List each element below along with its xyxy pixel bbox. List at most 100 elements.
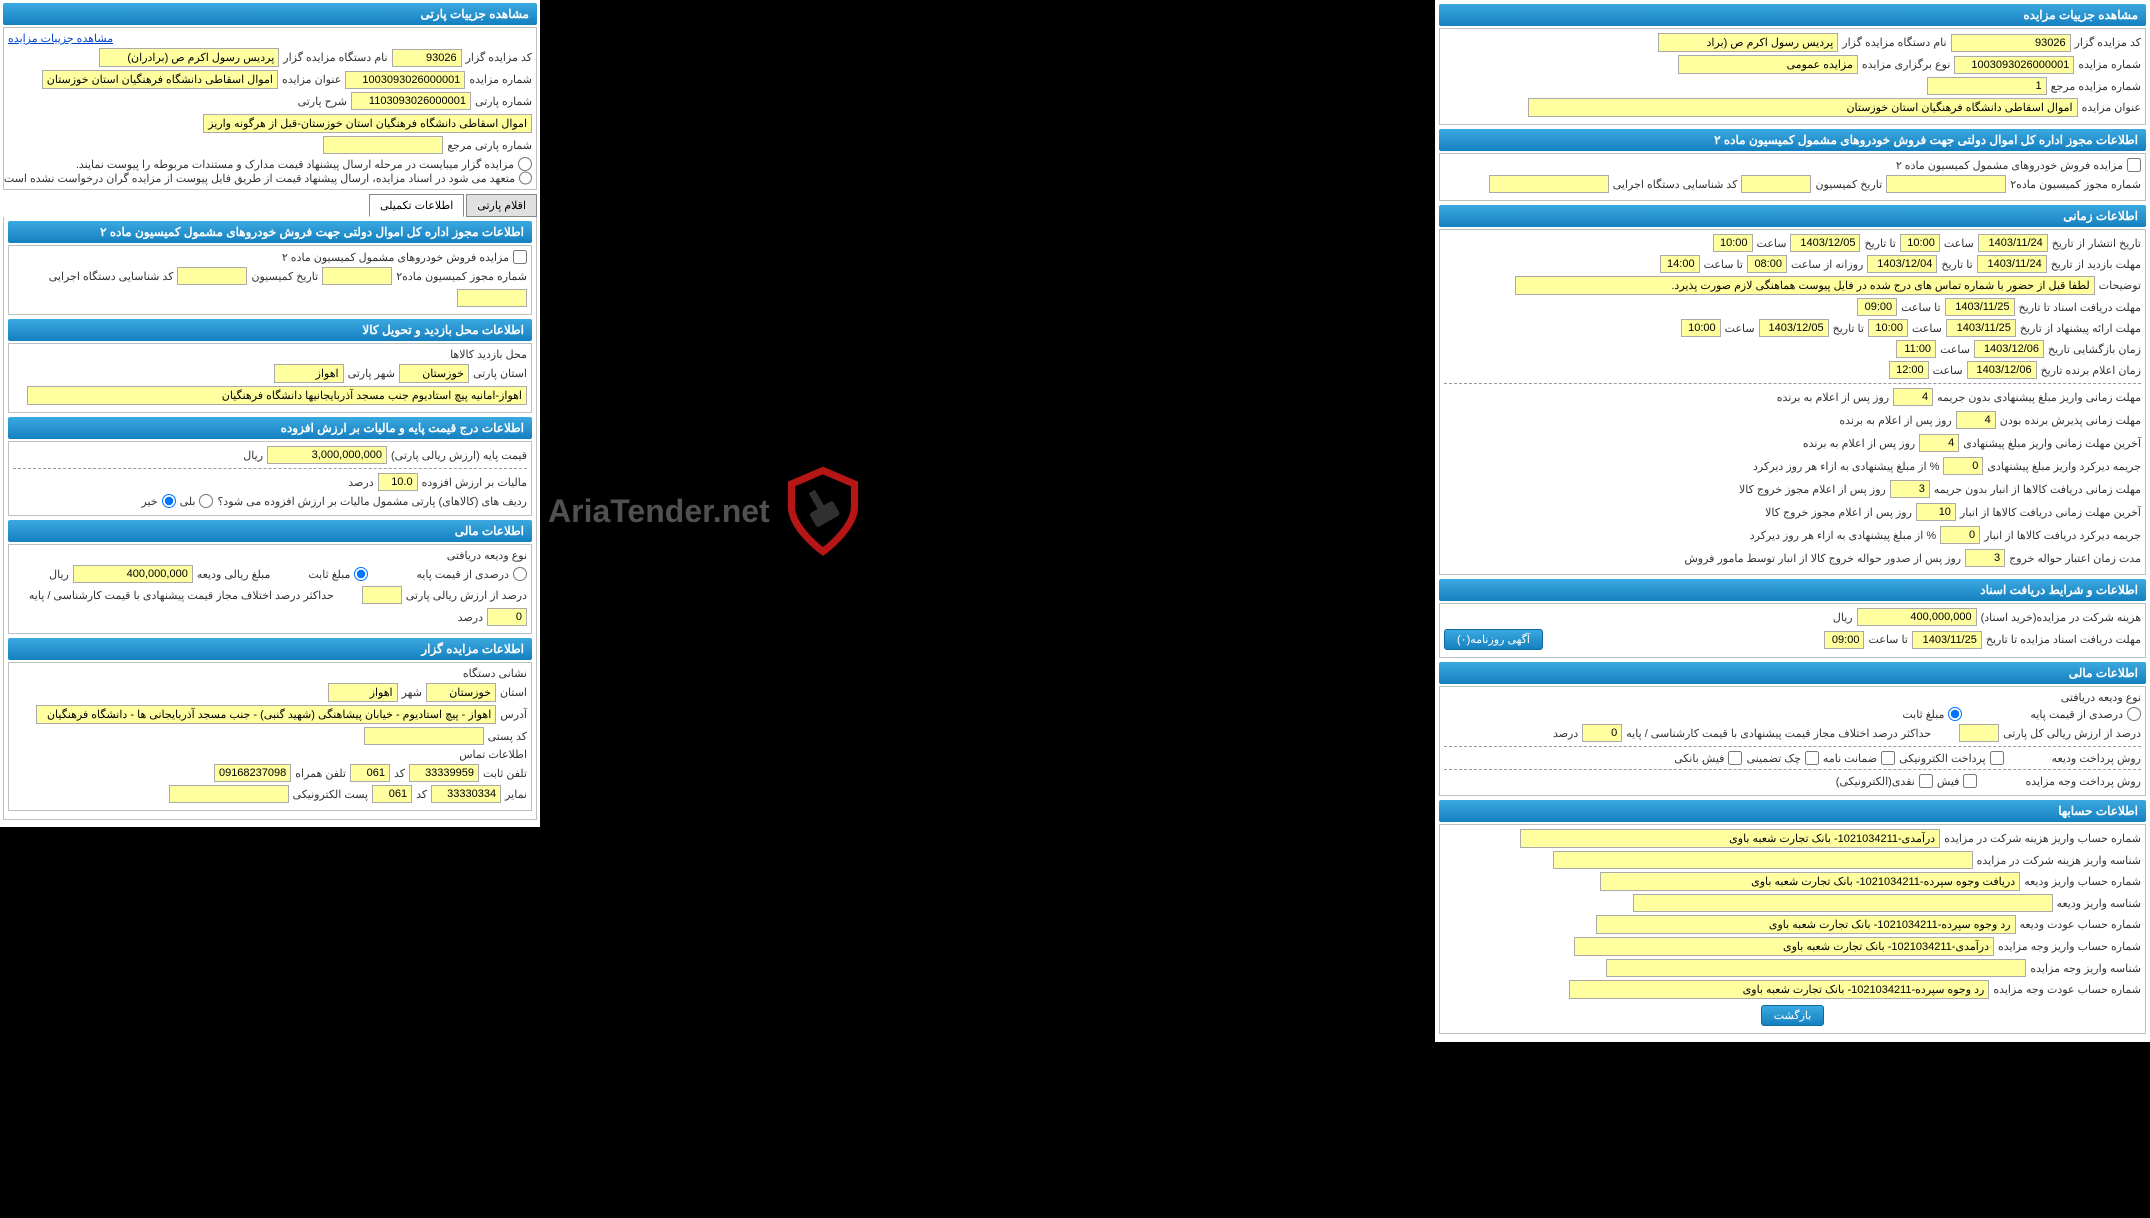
lbl-to-hour: تا ساعت [1704,258,1743,271]
lbl-org-addr: نشانی دستگاه [463,667,527,680]
lbl-rial2: ریال [49,568,69,581]
suf7: % از مبلغ پیشنهادی به ازاء هر روز دیرکرد [1750,529,1936,542]
val-pct-parti-r [1959,724,1999,742]
val-offer-h: 10:00 [1868,319,1908,337]
v-pay: 4 [1893,388,1933,406]
lbl-fixed-r: مبلغ ثابت [1902,708,1944,721]
lbl-cp-l: شماره مجوز کمیسیون ماده۲ [396,270,527,283]
v-num: 1003093026000001 [345,71,465,89]
btn-back[interactable]: بازگشت [1761,1005,1825,1026]
rad-yes[interactable] [199,494,213,508]
v-city: اهواز [274,364,344,383]
val-open-h: 11:00 [1896,340,1936,358]
rad-pct-base-r[interactable] [2127,707,2141,721]
v-prov2: خوزستان [426,683,496,702]
chk-cashe[interactable] [1919,774,1933,788]
box-gov-l: مزایده فروش خودروهای مشمول کمیسیون ماده … [8,245,532,315]
lbl-auction-type: نوع برگزاری مزایده [1862,58,1950,71]
chk-bankslip[interactable] [1728,751,1742,765]
link-view-auction[interactable]: مشاهده جزییات مزایده [8,32,113,45]
tab-bar: اقلام پارتی اطلاعات تکمیلی [3,194,537,217]
rad-note2[interactable] [519,171,532,185]
hdr-doc: اطلاعات و شرایط دریافت اسناد [1439,579,2146,601]
tab-extra-info[interactable]: اطلاعات تکمیلی [369,194,464,217]
lbl-rial-l: ریال [243,449,263,462]
parti-details-panel: مشاهده جزییات پارتی مشاهده جزییات مزایده… [0,0,540,827]
val-auction-type: مزایده عمومی [1678,55,1858,74]
lbl-dep-amt: مبلغ ریالی ودیعه [197,568,271,581]
hdr-parti: مشاهده جزییات پارتی [3,3,537,25]
box-money-l: نوع ودیعه دریافتی درصدی از قیمت پایه مبل… [8,544,532,634]
lbl-fax: نمایر [505,788,527,801]
rad-fixed-l[interactable] [354,567,368,581]
lbl-h3: ساعت [1912,322,1942,335]
l-pnum: شماره پارتی [475,95,532,108]
rad-fixed-r[interactable] [1948,707,1962,721]
lbl-comm-title-r: مزایده فروش خودروهای مشمول کمیسیون ماده … [1896,159,2123,172]
chk-check[interactable] [1805,751,1819,765]
opt-yes: بلی [180,495,196,508]
lbl-auction-ref: شماره مزایده مرجع [2051,80,2141,93]
val-visit-from: 1403/11/24 [1977,255,2047,273]
lbl-comm-permit-r: شماره مجوز کمیسیون ماده۲ [2010,178,2141,191]
v-acc-dep: دریافت وجوه سپرده-1021034211- بانک تجارت… [1600,872,2020,891]
lbl-daily-from: روزانه از ساعت [1791,258,1863,271]
suf8: روز پس از صدور حواله خروج کالا از انبار … [1684,552,1961,565]
rad-pctbase-l[interactable] [513,567,527,581]
v-dep-amt: 400,000,000 [73,565,193,583]
lbl-pct-l2: درصد [458,611,483,624]
lbl-auction-code: کد مزایده گزار [2075,36,2141,49]
val-doc-h: 09:00 [1857,298,1897,316]
val-offer-h2: 10:00 [1681,319,1721,337]
lbl-doc-deadline2: مهلت دریافت اسناد مزایده تا تاریخ [1986,633,2141,646]
val-doc-h2: 09:00 [1824,631,1864,649]
lbl-h1: ساعت [1944,237,1974,250]
chk-comm-r[interactable] [2127,158,2141,172]
l-code: کد مزایده گزار [466,51,532,64]
lbl-h5: ساعت [1940,343,1970,356]
lbl-auction-title: عنوان مزایده [2082,101,2141,114]
lbl-last-pay: آخرین مهلت زمانی واریز مبلغ پیشنهادی [1963,437,2141,450]
box-money-r: نوع ودیعه دریافتی درصدی از قیمت پایه مبل… [1439,686,2146,796]
lbl-ce-l: کد شناسایی دستگاه اجرایی [49,270,174,283]
hdr-time: اطلاعات زمانی [1439,205,2146,227]
v-email [169,785,289,803]
val-auction-code: 93026 [1951,34,2071,52]
shield-icon [778,466,868,556]
val-auction-ref: 1 [1927,77,2047,95]
rad-note1[interactable] [518,157,532,171]
lbl-comm-date-r: تاریخ کمیسیون [1815,178,1882,191]
box-visit: محل بازدید کالاها استان پارتیخوزستان شهر… [8,343,532,413]
v-vat: 10.0 [378,473,418,491]
v-pref [323,136,443,154]
v-remit: 3 [1965,549,2005,567]
lbl-pctbase-l: درصدی از قیمت پایه [416,568,509,581]
chk-slip[interactable] [1963,774,1977,788]
lbl-comm-exec-r: کد شناسایی دستگاه اجرایی [1613,178,1738,191]
lbl-dep-type-l: نوع ودیعه دریافتی [447,549,527,562]
chk-guarantee[interactable] [1881,751,1895,765]
lbl-pay-deadline: مهلت زمانی واریز مبلغ پیشنهادی بدون جریم… [1937,391,2141,404]
l-id-cost: شناسه واریز هزینه شرکت در مزایده [1977,854,2141,867]
val-pub-to: 1403/12/05 [1790,234,1860,252]
lbl-to-h3: تا ساعت [1901,301,1940,314]
val-auction-org: پردیس رسول اکرم ص (براد [1658,33,1838,52]
tab-parti-items[interactable]: اقلام پارتی [466,194,537,217]
suf5: روز پس از اعلام مجوز خروج کالا [1739,483,1886,496]
chk-epay[interactable] [1990,751,2004,765]
lbl-open-time: زمان بازگشایی تاریخ [2048,343,2141,356]
v-lastgoods: 10 [1916,503,1956,521]
lbl-penalty-goods: جریمه دیرکرد دریافت کالاها از انبار [1984,529,2141,542]
v-org-addr: اهواز - پیچ استادیوم - خیابان پیشاهنگی (… [36,705,496,724]
lbl-base: قیمت پایه (ارزش ریالی پارتی) [391,449,527,462]
chk-comm-l[interactable] [513,250,527,264]
btn-newspaper[interactable]: آگهی روزنامه(٠) [1444,629,1543,650]
lbl-city: شهر پارتی [348,367,395,380]
lbl-pct-base-r: درصدی از قیمت پایه [2030,708,2123,721]
hdr-gov-permit-r: اطلاعات مجوز اداره کل اموال دولتی جهت فر… [1439,129,2146,151]
lbl-mobile: تلفن همراه [295,767,346,780]
val-open-d: 1403/12/06 [1974,340,2044,358]
lbl-visit-from: مهلت بازدید از تاریخ [2051,258,2141,271]
l-acc-retauc: شماره حساب عودت وجه مزایده [1993,983,2141,996]
rad-no[interactable] [162,494,176,508]
